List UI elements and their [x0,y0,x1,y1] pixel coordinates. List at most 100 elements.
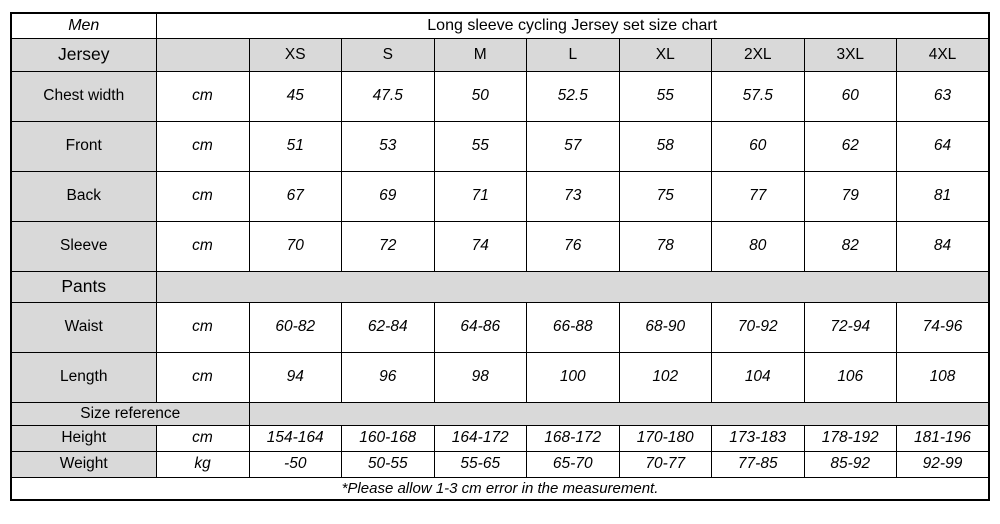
footnote-text: *Please allow 1-3 cm error in the measur… [10,476,990,501]
value-cell: 76 [526,220,620,272]
value-cell: 70 [248,220,342,272]
row-label-cell: Height [10,424,157,452]
unit-cell: cm [155,220,250,272]
value-cell: 50-55 [341,450,435,478]
table-row-sleeve: Sleeve cm 70 72 74 76 78 80 82 84 [10,220,990,272]
value-cell: 68-90 [618,301,712,353]
value-cell: 96 [341,351,435,403]
row-label-cell: Jersey [10,37,157,72]
size-header-cell: XS [248,37,342,72]
gender-cell: Men [10,12,157,39]
row-label-cell: Front [10,120,157,172]
value-cell: 79 [803,170,897,222]
section-label-cell: Size reference [10,401,250,426]
value-cell: 69 [341,170,435,222]
value-cell: 73 [526,170,620,222]
value-cell: 81 [896,170,990,222]
table-row-front: Front cm 51 53 55 57 58 60 62 64 [10,120,990,172]
table-row-chest-width: Chest width cm 45 47.5 50 52.5 55 57.5 60 63 [10,70,990,122]
section-filler-cell [155,270,990,303]
size-header-cell: 4XL [896,37,990,72]
value-cell: 160-168 [341,424,435,452]
value-cell: 64-86 [433,301,527,353]
value-cell: 66-88 [526,301,620,353]
unit-cell: cm [155,70,250,122]
row-label-cell: Weight [10,450,157,478]
value-cell: 173-183 [711,424,805,452]
value-cell: 47.5 [341,70,435,122]
size-header-cell: 3XL [803,37,897,72]
value-cell: 100 [526,351,620,403]
value-cell: 67 [248,170,342,222]
value-cell: 60-82 [248,301,342,353]
value-cell: 85-92 [803,450,897,478]
value-cell: 92-99 [896,450,990,478]
value-cell: 62 [803,120,897,172]
value-cell: 108 [896,351,990,403]
value-cell: 74 [433,220,527,272]
table-row-size-reference: Size reference [10,401,990,426]
value-cell: 71 [433,170,527,222]
value-cell: 154-164 [248,424,342,452]
unit-cell: cm [155,424,250,452]
value-cell: 52.5 [526,70,620,122]
value-cell: 57.5 [711,70,805,122]
value-cell: 70-92 [711,301,805,353]
size-table-body: Men Long sleeve cycling Jersey set size … [10,12,990,501]
value-cell: 55 [618,70,712,122]
value-cell: 78 [618,220,712,272]
value-cell: 75 [618,170,712,222]
value-cell: 62-84 [341,301,435,353]
value-cell: 63 [896,70,990,122]
table-row-jersey: Jersey XS S M L XL 2XL 3XL 4XL [10,37,990,72]
value-cell: 64 [896,120,990,172]
unit-cell: cm [155,301,250,353]
value-cell: 80 [711,220,805,272]
value-cell: 77 [711,170,805,222]
value-cell: 170-180 [618,424,712,452]
size-header-cell: L [526,37,620,72]
unit-cell: kg [155,450,250,478]
table-row-weight: Weight kg -50 50-55 55-65 65-70 70-77 77-85 85-9… [10,450,990,478]
value-cell: 58 [618,120,712,172]
value-cell: 50 [433,70,527,122]
row-label-cell: Sleeve [10,220,157,272]
value-cell: 94 [248,351,342,403]
value-cell: 60 [711,120,805,172]
size-header-cell: S [341,37,435,72]
value-cell: 168-172 [526,424,620,452]
value-cell: 55-65 [433,450,527,478]
row-label-cell: Waist [10,301,157,353]
table-row-note: *Please allow 1-3 cm error in the measur… [10,476,990,501]
table-title-row: Men Long sleeve cycling Jersey set size … [10,12,990,39]
table-row-back: Back cm 67 69 71 73 75 77 79 81 [10,170,990,222]
value-cell: 72 [341,220,435,272]
value-cell: 51 [248,120,342,172]
row-label-cell: Chest width [10,70,157,122]
table-row-height: Height cm 154-164 160-168 164-172 168-172 170-… [10,424,990,452]
value-cell: 82 [803,220,897,272]
size-header-cell: 2XL [711,37,805,72]
value-cell: 104 [711,351,805,403]
table-row-waist: Waist cm 60-82 62-84 64-86 66-88 68-90 70-92 72-… [10,301,990,353]
value-cell: 72-94 [803,301,897,353]
row-label-cell: Back [10,170,157,222]
value-cell: 178-192 [803,424,897,452]
unit-cell: cm [155,351,250,403]
value-cell: 55 [433,120,527,172]
value-cell: 57 [526,120,620,172]
value-cell: 65-70 [526,450,620,478]
value-cell: 181-196 [896,424,990,452]
table-row-pants: Pants [10,270,990,303]
section-label-cell: Pants [10,270,157,303]
value-cell: 70-77 [618,450,712,478]
value-cell: 53 [341,120,435,172]
row-label-cell: Length [10,351,157,403]
size-chart-table: Men Long sleeve cycling Jersey set size … [10,12,990,501]
unit-cell [155,37,250,72]
value-cell: 106 [803,351,897,403]
table-row-length: Length cm 94 96 98 100 102 104 106 108 [10,351,990,403]
value-cell: 74-96 [896,301,990,353]
size-header-cell: M [433,37,527,72]
value-cell: 98 [433,351,527,403]
